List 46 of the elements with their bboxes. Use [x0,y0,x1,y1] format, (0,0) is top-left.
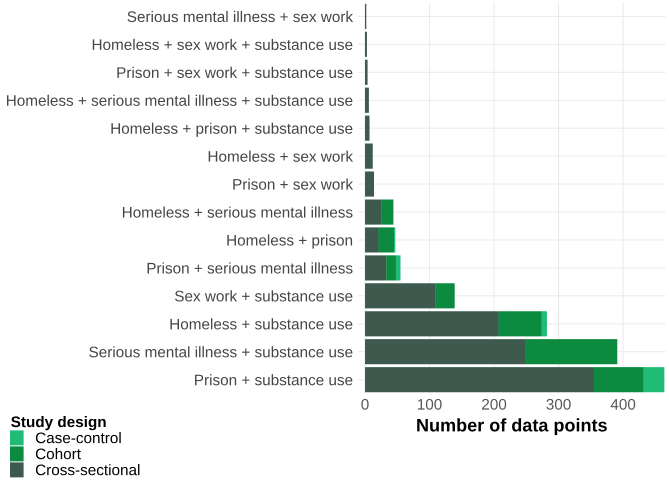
x-tick-label: 0 [361,398,369,410]
x-tick-label: 200 [482,398,506,410]
y-tick-label: Sex work + substance use [174,290,352,302]
legend-title: Study design [11,416,106,430]
y-tick-label: Homeless + prison [227,234,352,249]
y-tick-label: Homeless + serious mental illness [122,206,353,218]
bar [594,367,644,392]
bar [386,255,396,280]
y-tick-label: Homeless + prison + substance use [111,122,352,137]
y-tick-label: Homeless + sex work + substance use [92,38,352,50]
legend-label: Cross-sectional [36,464,140,476]
y-tick-label: Prison + substance use [195,374,352,386]
bar [382,199,394,225]
y-tick-label: Prison + serious mental illness [148,262,353,274]
bar [644,367,664,392]
bar [365,227,379,253]
y-tick-label: Prison + sex work + substance use [117,66,352,78]
bar [498,311,542,336]
x-axis-title: Number of data points [417,418,607,436]
y-tick-label: Serious mental illness + substance use [89,346,352,358]
y-tick-label: Homeless + substance use [170,318,352,330]
bar [365,88,369,113]
x-tick-label: 300 [546,398,571,410]
bar [365,116,370,141]
bar [525,339,618,364]
y-tick-label: Prison + sex work [233,178,354,190]
bar [365,339,526,364]
bar [365,367,594,392]
y-tick-label: Homeless + serious mental illness + substance use [7,94,352,106]
legend-label: Cohort [36,448,81,460]
bar [365,60,368,85]
bar [365,311,499,336]
bar [365,172,374,197]
bar [396,255,400,280]
bar [365,255,386,280]
bar [365,283,436,308]
y-tick-label: Homeless + sex work [208,150,354,162]
bar [435,283,455,308]
bar [542,311,547,336]
legend-label: Case-control [36,432,121,444]
x-tick-label: 400 [610,398,636,410]
y-tick-label: Serious mental illness + sex work [127,10,354,22]
bar [378,227,394,253]
bar [365,199,382,225]
x-tick-label: 100 [418,398,442,410]
bar [365,144,373,169]
